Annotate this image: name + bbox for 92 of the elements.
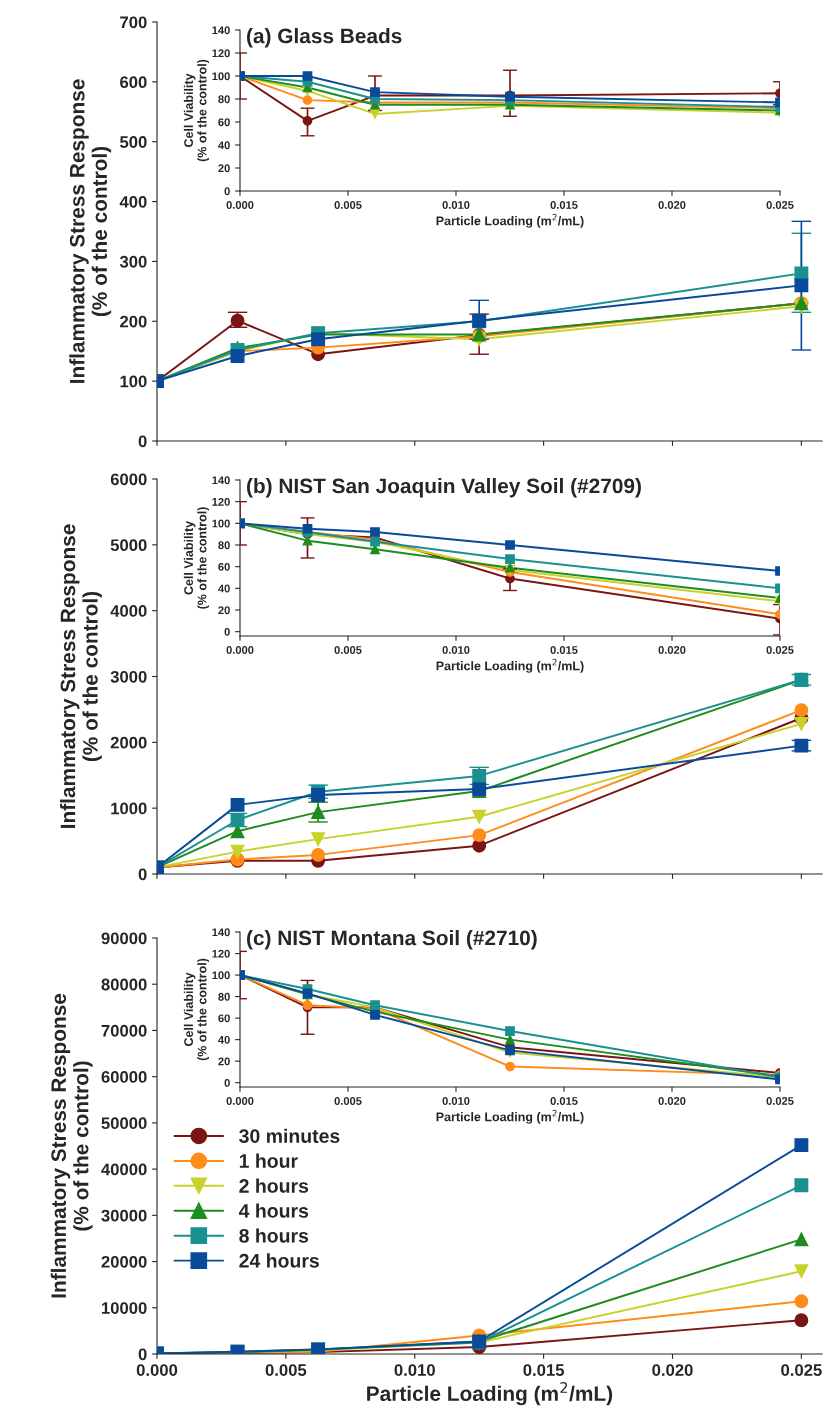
y-tick-label: 0 — [138, 435, 147, 448]
legend-label: 8 hours — [239, 1228, 309, 1243]
y-axis-title: Cell Viability (% of the control) — [183, 958, 209, 1061]
legend-label: 24 hours — [239, 1253, 319, 1268]
x-tick-label: 0.020 — [658, 1097, 686, 1105]
x-tick-label: 0.000 — [226, 1097, 254, 1105]
y-tick-label: 0 — [138, 1348, 147, 1361]
x-axis-title: Particle Loading (m$^{2}$/mL) — [436, 1109, 584, 1124]
y-tick-label: 120 — [212, 49, 230, 58]
y-tick-label: 20 — [218, 1057, 230, 1066]
x-axis-title: Particle Loading (m$^{2}$/mL) — [436, 213, 584, 228]
x-tick-label: 0.010 — [394, 1364, 435, 1376]
y-axis-title: Cell Viability (% of the control) — [183, 507, 209, 609]
y-tick-label: 40000 — [101, 1163, 147, 1176]
x-tick-label: 0.015 — [550, 1097, 578, 1105]
y-axis-title: Inflammatory Stress Response (% of the control) — [69, 79, 112, 383]
y-tick-label: 5000 — [110, 539, 147, 552]
x-tick-label: 0.015 — [550, 646, 578, 654]
y-tick-label: 100 — [212, 72, 230, 81]
x-tick-label: 0.010 — [442, 201, 470, 209]
y-axis-title: Cell Viability (% of the control) — [183, 59, 209, 162]
x-tick-label: 0.005 — [334, 201, 362, 209]
y-tick-label: 500 — [119, 136, 147, 148]
x-tick-label: 0.000 — [136, 1364, 178, 1376]
y-tick-label: 80 — [218, 992, 230, 1001]
y-tick-label: 100 — [120, 375, 147, 388]
x-tick-label: 0.025 — [781, 1364, 822, 1376]
y-tick-label: 2000 — [110, 736, 147, 749]
y-tick-label: 0 — [224, 627, 230, 636]
x-tick-label: 0.000 — [226, 201, 254, 209]
y-tick-label: 80 — [218, 541, 230, 550]
y-tick-label: 120 — [212, 949, 230, 958]
x-tick-label: 0.025 — [766, 201, 794, 209]
x-tick-label: 0.010 — [442, 1097, 470, 1105]
y-tick-label: 40 — [218, 584, 230, 593]
y-tick-label: 90000 — [101, 932, 147, 945]
x-tick-label: 0.020 — [658, 201, 686, 209]
y-tick-label: 6000 — [110, 473, 147, 486]
chart-title: (b) NIST San Joaquin Valley Soil (#2709) — [247, 478, 641, 498]
y-tick-label: 30000 — [101, 1209, 147, 1222]
y-tick-label: 80000 — [101, 978, 147, 991]
y-tick-label: 700 — [120, 16, 147, 29]
x-tick-label: 0.025 — [766, 1097, 794, 1105]
x-tick-label: 0.005 — [334, 646, 362, 654]
x-tick-label: 0.000 — [226, 646, 254, 654]
y-tick-label: 140 — [212, 928, 230, 937]
y-tick-label: 100 — [212, 519, 230, 528]
y-tick-label: 60 — [218, 562, 230, 571]
legend-label: 30 minutes — [239, 1128, 340, 1143]
y-tick-label: 400 — [119, 195, 147, 208]
x-tick-label: 0.010 — [442, 646, 470, 654]
x-axis-title: Particle Loading (m$^{2}$/mL) — [367, 1382, 613, 1406]
x-tick-label: 0.015 — [550, 201, 578, 209]
y-tick-label: 200 — [120, 315, 147, 328]
x-tick-label: 0.005 — [265, 1364, 307, 1376]
y-tick-label: 40 — [218, 1035, 230, 1044]
x-tick-label: 0.025 — [766, 646, 794, 654]
chart-title: (c) NIST Montana Soil (#2710) — [247, 930, 537, 950]
x-axis-title: Particle Loading (m$^{2}$/mL) — [436, 658, 584, 673]
x-tick-label: 0.015 — [523, 1364, 565, 1376]
y-axis-title: Inflammatory Stress Response (% of the control) — [50, 993, 93, 1298]
x-tick-label: 0.005 — [334, 1097, 362, 1105]
y-tick-label: 70000 — [101, 1024, 147, 1037]
y-tick-label: 80 — [218, 95, 230, 104]
legend-label: 2 hours — [239, 1178, 309, 1193]
x-tick-label: 0.020 — [652, 1364, 693, 1376]
y-tick-label: 120 — [212, 497, 230, 506]
y-tick-label: 3000 — [110, 670, 147, 683]
y-tick-label: 100 — [212, 971, 230, 980]
y-tick-label: 40 — [218, 141, 230, 150]
y-tick-label: 140 — [212, 476, 230, 485]
y-tick-label: 20 — [218, 164, 230, 173]
y-tick-label: 140 — [212, 26, 230, 35]
y-tick-label: 60 — [218, 1014, 230, 1023]
y-tick-label: 10000 — [101, 1302, 147, 1314]
y-tick-label: 50000 — [101, 1117, 147, 1130]
y-tick-label: 0 — [224, 1078, 230, 1087]
x-tick-label: 0.020 — [658, 646, 686, 654]
y-tick-label: 0 — [138, 868, 147, 881]
y-tick-label: 300 — [119, 255, 147, 268]
y-tick-label: 60 — [218, 118, 230, 127]
chart-title: (a) Glass Beads — [247, 28, 402, 48]
y-axis-title: Inflammatory Stress Response (% of the control) — [60, 524, 102, 828]
y-tick-label: 4000 — [110, 605, 147, 617]
y-tick-label: 1000 — [111, 802, 147, 815]
y-tick-label: 20 — [218, 606, 230, 615]
y-tick-label: 0 — [224, 187, 230, 196]
y-tick-label: 20000 — [101, 1255, 147, 1268]
y-tick-label: 60000 — [101, 1071, 147, 1083]
legend-label: 4 hours — [238, 1203, 309, 1218]
y-tick-label: 600 — [120, 76, 147, 89]
legend-label: 1 hour — [239, 1153, 298, 1168]
